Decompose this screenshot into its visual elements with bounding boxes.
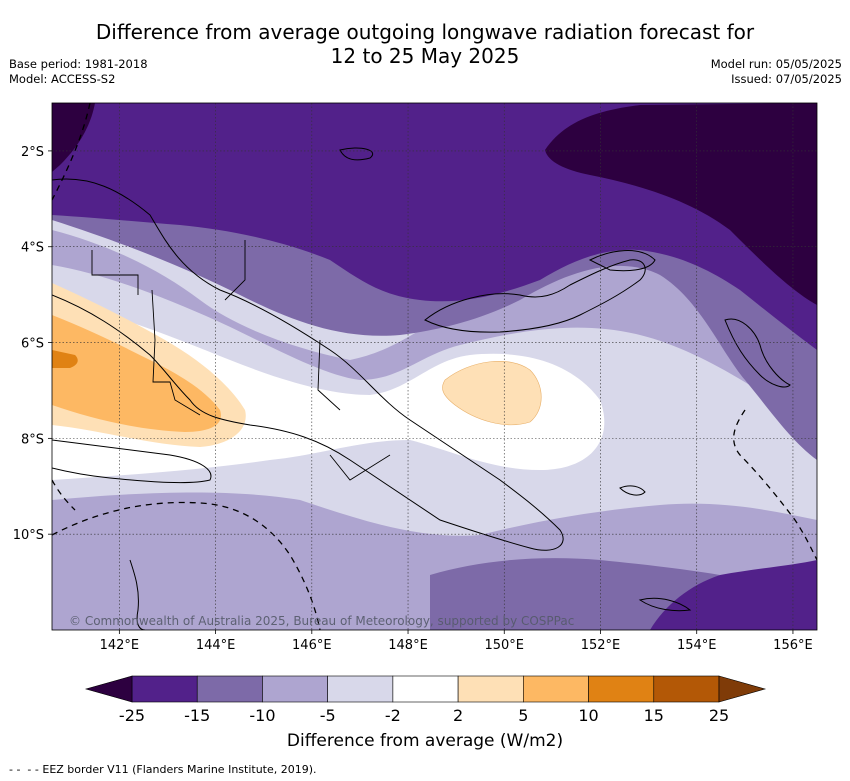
colorbar: -25 -15 -10 -5 -2 2 5 10 15 25 (84, 675, 767, 725)
title-line-1: Difference from average outgoing longwav… (95, 20, 755, 44)
colorbar-tick-label: 5 (518, 706, 528, 725)
model-label: Model: ACCESS-S2 (9, 72, 116, 86)
x-tick-label: 142°E (100, 638, 140, 653)
colorbar-tick-label: -25 (119, 706, 145, 725)
colorbar-swatch (131, 675, 198, 703)
meta-right: Model run: 05/05/2025 Issued: 07/05/2025 (711, 57, 842, 87)
colorbar-under-arrow (84, 675, 133, 703)
colorbar-swatch (523, 675, 589, 703)
issued-label: Issued: 07/05/2025 (731, 72, 842, 86)
colorbar-tick-label: 25 (709, 706, 729, 725)
base-period-label: Base period: 1981-2018 (9, 57, 148, 71)
colorbar-swatch (327, 675, 394, 703)
colorbar-tick-label: -10 (249, 706, 275, 725)
colorbar-swatch (588, 675, 655, 703)
x-tick-label: 156°E (773, 638, 813, 653)
title-line-2: 12 to 25 May 2025 (330, 44, 520, 68)
y-tick-label: 6°S (21, 337, 44, 352)
colorbar-tick-label: -2 (385, 706, 401, 725)
field-core-ne (545, 103, 817, 305)
field-band-se-minus25 (650, 560, 817, 630)
colorbar-tick-label: -15 (184, 706, 210, 725)
colorbar-tick-label: 2 (453, 706, 463, 725)
map-frame (51, 102, 818, 631)
y-tick-label: 2°S (21, 145, 44, 160)
meta-left: Base period: 1981-2018 Model: ACCESS-S2 (9, 57, 148, 87)
x-tick-label: 152°E (581, 638, 621, 653)
field-band-plus10 (52, 350, 78, 368)
coastlines (52, 147, 791, 630)
colorbar-swatch (457, 675, 524, 703)
colorbar-label: Difference from average (W/m2) (286, 731, 564, 751)
eez-borders (52, 103, 817, 630)
x-tick-label: 150°E (484, 638, 524, 653)
colorbar-swatch (392, 675, 459, 703)
colorbar-tick-label: 15 (644, 706, 664, 725)
y-axis: 2°S 4°S 6°S 8°S 10°S (13, 145, 52, 543)
borders (91, 240, 391, 481)
colorbar-over-arrow (718, 675, 767, 703)
eez-legend-label: EEZ border V11 (Flanders Marine Institut… (42, 763, 317, 776)
eez-dash-symbol: - - - - (9, 763, 39, 776)
field-core-nw (52, 103, 95, 172)
y-tick-label: 8°S (21, 432, 44, 447)
chart-title: Difference from average outgoing longwav… (0, 20, 850, 68)
gridlines (52, 103, 817, 630)
colorbar-swatch (196, 675, 263, 703)
y-tick-label: 10°S (13, 528, 44, 543)
field-blob-plus2 (442, 360, 542, 426)
credit-text: © Commonwealth of Australia 2025, Bureau… (69, 614, 575, 628)
eez-legend: - - - - EEZ border V11 (Flanders Marine … (9, 763, 317, 776)
x-tick-label: 146°E (292, 638, 332, 653)
colorbar-swatch (262, 675, 328, 703)
colorbar-tick-label: -5 (320, 706, 336, 725)
y-tick-label: 4°S (21, 241, 44, 256)
model-run-label: Model run: 05/05/2025 (710, 57, 842, 71)
field-band-s-minus15 (430, 558, 720, 630)
x-tick-label: 154°E (677, 638, 717, 653)
colorbar-swatch (653, 675, 720, 703)
x-axis: 142°E 144°E 146°E 148°E 150°E 152°E 154°E 156°E (100, 630, 813, 653)
x-tick-label: 148°E (388, 638, 428, 653)
anomaly-field (52, 103, 817, 630)
x-tick-label: 144°E (196, 638, 236, 653)
colorbar-tick-label: 10 (578, 706, 598, 725)
